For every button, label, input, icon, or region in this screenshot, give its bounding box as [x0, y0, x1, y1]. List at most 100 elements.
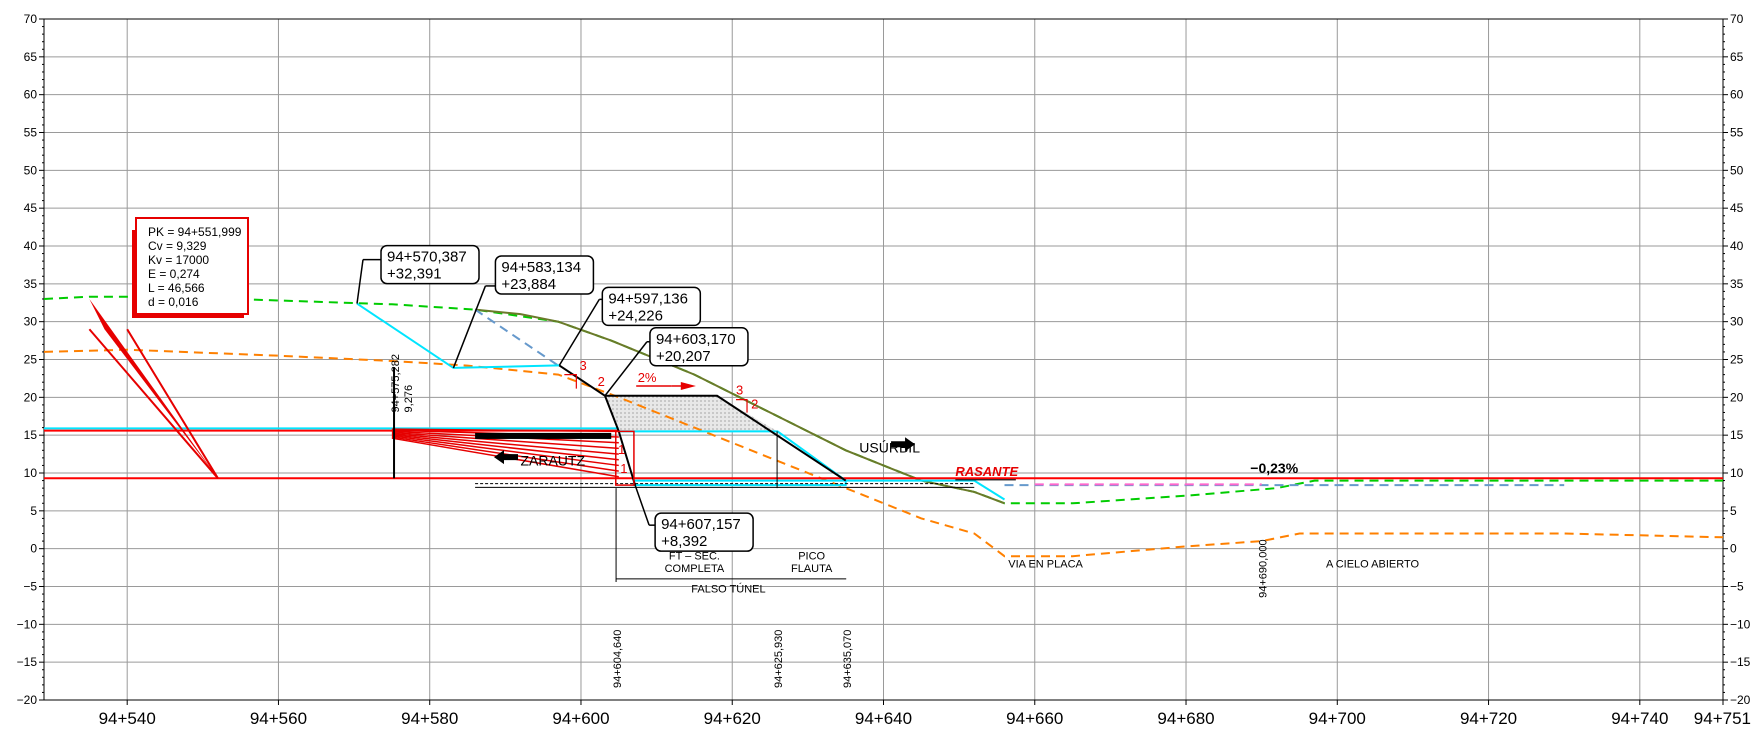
- profile-series-14: [605, 394, 847, 482]
- station-label: 94+635,070: [842, 630, 854, 688]
- grid: [44, 18, 1723, 701]
- x-tick-label: 94+560: [250, 709, 307, 728]
- y-tick-label-left: 30: [24, 315, 38, 329]
- params-cv: Cv = 9,329: [148, 239, 207, 253]
- vertical-curve-parameters: PK = 94+551,999 Cv = 9,329 Kv = 17000 E …: [132, 217, 249, 318]
- y-tick-label-left: 45: [24, 201, 38, 215]
- flauta-label: FLAUTA: [791, 563, 833, 575]
- portal-beam: [475, 432, 612, 439]
- y-tick-label-left: 40: [24, 239, 38, 253]
- params-box-frame: [135, 217, 249, 315]
- y-tick-label-left: 55: [24, 126, 38, 140]
- profile-series-2: [475, 308, 1005, 505]
- slope-arrow-head: [680, 381, 696, 390]
- callout-leader: [558, 298, 600, 366]
- falso-tunel-label: FALSO TÚNEL: [691, 583, 765, 596]
- x-tick-label: 94+751: [1694, 709, 1751, 728]
- profile-series-1: [43, 348, 1724, 558]
- station-label: 94+690,000: [1258, 539, 1270, 597]
- x-tick-label: 94+600: [552, 709, 609, 728]
- y-tick-label-right: 20: [1730, 390, 1744, 404]
- callout-box: [601, 286, 702, 327]
- slope-ratio-2-right: 2: [751, 397, 758, 412]
- via-en-placa-label: VIA EN PLACA: [1008, 559, 1083, 571]
- callout-leader: [356, 259, 364, 304]
- callout-box: [380, 244, 480, 285]
- slope-ratio-3-left: 3: [579, 358, 586, 373]
- y-tick-label-right: −20: [1730, 693, 1751, 707]
- station-label: 94+575,282: [390, 354, 402, 412]
- y-tick-label-right: 70: [1730, 12, 1744, 26]
- y-tick-label-right: 45: [1730, 201, 1744, 215]
- y-tick-label-right: −15: [1730, 655, 1751, 669]
- x-tick-label: 94+720: [1460, 709, 1517, 728]
- slope-triangle: [736, 399, 748, 413]
- slope-ratio-1-a: 1: [618, 442, 625, 457]
- y-tick-label-left: 25: [24, 353, 38, 367]
- y-tick-label-left: 50: [24, 163, 38, 177]
- callout-leader: [452, 285, 487, 369]
- platform-slope-label: 2%: [638, 370, 657, 385]
- pointer-line: [88, 328, 219, 479]
- y-tick-label-left: −15: [17, 655, 38, 669]
- y-tick-label-right: 50: [1730, 163, 1744, 177]
- callout-box: [654, 512, 754, 552]
- y-tick-label-right: 15: [1730, 428, 1744, 442]
- a-cielo-abierto-label: A CIELO ABIERTO: [1326, 559, 1420, 571]
- slope-ratio-1-b: 1: [620, 461, 627, 476]
- x-tick-label: 94+540: [99, 709, 156, 728]
- y-tick-label-right: 30: [1730, 315, 1744, 329]
- callout-elevation: +32,391: [387, 266, 442, 283]
- x-tick-label: 94+620: [704, 709, 761, 728]
- profile-series-11: [632, 479, 847, 487]
- y-tick-label-left: 70: [24, 12, 38, 26]
- callout-elevation: +23,884: [501, 276, 556, 293]
- y-tick-label-right: 60: [1730, 88, 1744, 102]
- direction-arrow-right: [891, 437, 916, 452]
- profile-series-13: [558, 364, 637, 486]
- y-tick-label-left: 10: [24, 466, 38, 480]
- profile-series-8: [356, 302, 560, 369]
- pointer-wedge: [89, 298, 218, 479]
- rasante-label: RASANTE: [955, 464, 1018, 479]
- y-tick-label-right: 25: [1730, 353, 1744, 367]
- y-tick-label-left: 35: [24, 277, 38, 291]
- y-tick-label-right: 55: [1730, 126, 1744, 140]
- y-tick-label-left: −5: [23, 580, 37, 594]
- profile-series-3: [474, 308, 559, 367]
- annotations: RASANTE −0,23% 2% USÚRBIL ZARAUTZ VIA EN…: [520, 358, 1419, 595]
- y-tick-label-left: 5: [30, 504, 37, 518]
- slope-ratio-3-right: 3: [736, 382, 743, 397]
- callout-box: [649, 327, 749, 367]
- params-l: L = 46,566: [148, 281, 205, 295]
- rasante-slope-label: −0,23%: [1250, 460, 1298, 476]
- profile-series-10: [618, 430, 847, 482]
- slope-triangle: [564, 374, 577, 389]
- portal-hatch-line: [391, 432, 619, 455]
- portal-wall: [615, 430, 635, 486]
- ft-sec-label: FT – SEC.: [669, 550, 720, 562]
- y-tick-label-right: −10: [1730, 617, 1751, 631]
- callout-elevation: +20,207: [656, 348, 711, 365]
- y-tick-label-right: 5: [1730, 504, 1737, 518]
- slope-ratio-2-left: 2: [598, 374, 605, 389]
- station-sublabel: 9,276: [403, 385, 415, 413]
- params-pk: PK = 94+551,999: [148, 225, 242, 239]
- y-tick-label-left: 65: [24, 50, 38, 64]
- y-tick-label-left: 60: [24, 88, 38, 102]
- portal-hatch-line: [391, 428, 619, 433]
- portal-hatch-line: [391, 434, 619, 461]
- callout-leader: [604, 341, 648, 397]
- pico-label: PICO: [798, 550, 825, 562]
- x-tick-label: 94+700: [1309, 709, 1366, 728]
- usurbil-label: USÚRBIL: [859, 440, 920, 456]
- y-tick-label-right: −5: [1730, 580, 1744, 594]
- callout-station: 94+583,134: [501, 259, 581, 276]
- y-tick-label-left: 20: [24, 390, 38, 404]
- y-tick-label-left: 0: [30, 542, 37, 556]
- profile-series-12: [845, 479, 1006, 501]
- y-tick-label-left: −10: [17, 617, 38, 631]
- station-label: 94+625,930: [773, 630, 785, 688]
